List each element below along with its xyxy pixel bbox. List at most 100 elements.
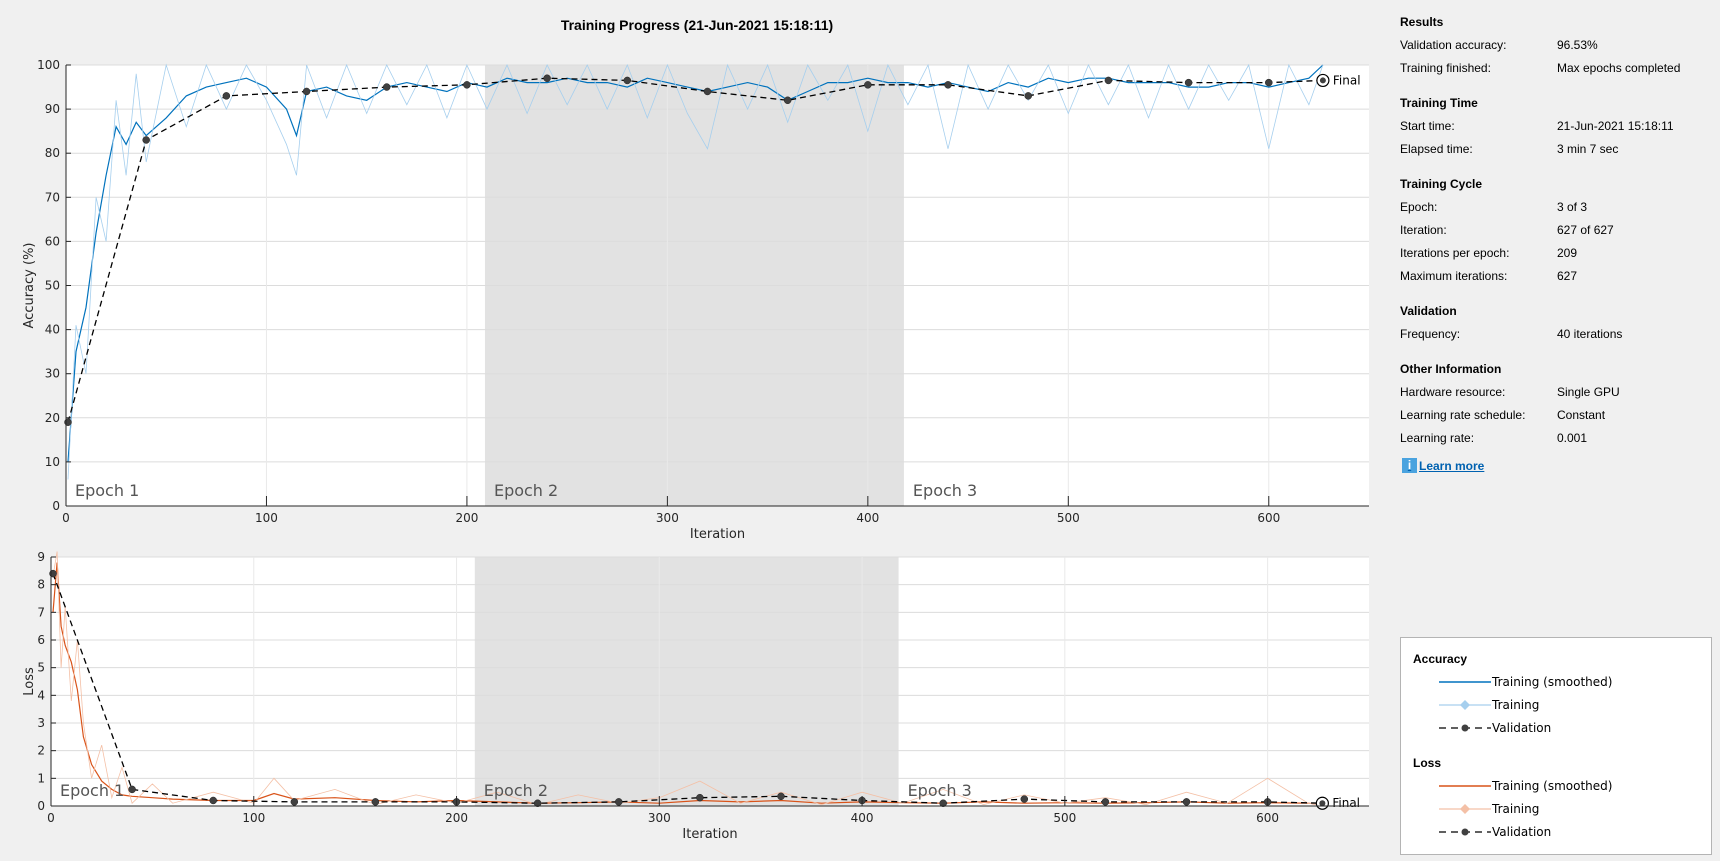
x-axis-label: Iteration (690, 527, 745, 542)
chart-title: Training Progress (21-Jun-2021 15:18:11) (561, 17, 833, 33)
info-row-value: 96.53% (1557, 38, 1598, 52)
y-tick-label: 60 (45, 234, 60, 248)
validation-point (222, 92, 231, 100)
validation-point (371, 798, 380, 806)
legend-swatch (1439, 700, 1491, 710)
x-tick-label: 600 (1256, 811, 1279, 825)
epoch-band (474, 557, 899, 806)
validation-point (696, 793, 704, 802)
x-tick-label: 100 (242, 811, 265, 825)
final-label: Final (1332, 796, 1360, 810)
info-row-value: 40 iterations (1557, 327, 1623, 341)
info-panel: Results Validation accuracy: 96.53% Trainin… (1400, 0, 1720, 861)
y-tick-label: 5 (37, 661, 45, 675)
info-row-label: Iteration: (1400, 223, 1447, 237)
y-tick-label: 100 (37, 58, 60, 72)
validation-point (302, 87, 311, 96)
info-row-value: Single GPU (1557, 385, 1620, 399)
info-row-value: 627 (1557, 269, 1578, 283)
legend-item-label: Training (smoothed) (1492, 675, 1613, 689)
x-tick-label: 0 (47, 811, 55, 825)
info-row-value: 3 min 7 sec (1557, 142, 1619, 156)
x-tick-label: 300 (656, 511, 679, 525)
info-icon: i (1402, 458, 1417, 473)
legend-swatch (1439, 681, 1491, 683)
legend-item-label: Training (1492, 698, 1540, 712)
validation-point (1101, 798, 1110, 806)
validation-point (533, 799, 542, 807)
legend-group-title: Accuracy (1413, 652, 1468, 666)
training-plots: Training Progress (21-Jun-2021 15:18:11)… (22, 17, 1369, 842)
validation-point (142, 136, 150, 144)
y-tick-label: 40 (45, 323, 60, 337)
legend-item-label: Validation (1492, 721, 1552, 735)
final-marker-dot (1319, 77, 1326, 84)
epoch-label: Epoch 2 (494, 481, 558, 500)
legend-swatch (1439, 724, 1491, 732)
info-row-value: Max epochs completed (1557, 61, 1681, 75)
validation-point (1182, 798, 1191, 806)
learn-more-label: Learn more (1419, 458, 1485, 473)
x-tick-label: 100 (255, 511, 278, 525)
final-label: Final (1333, 73, 1361, 87)
y-tick-label: 3 (37, 716, 45, 730)
series-line-training (67, 63, 1324, 480)
validation-point (128, 785, 136, 794)
loss-plot[interactable]: Final Epoch 1 Epoch 2 Epoch 3 0 100 200 300 400 5… (22, 550, 1369, 842)
y-tick-label: 2 (37, 744, 45, 758)
validation-point (615, 798, 623, 806)
validation-point (209, 796, 217, 805)
info-section-title: Results (1400, 15, 1444, 29)
legend-group-title: Loss (1413, 756, 1442, 770)
info-row-label: Maximum iterations: (1400, 269, 1508, 283)
y-tick-label: 8 (37, 578, 45, 592)
epoch-label: Epoch 1 (60, 781, 124, 800)
validation-point (382, 83, 391, 91)
info-row-value: Constant (1557, 408, 1606, 422)
y-tick-label: 10 (45, 455, 60, 469)
series-line-validation (52, 573, 1323, 804)
validation-point (1104, 76, 1113, 85)
x-tick-label: 600 (1257, 511, 1280, 525)
validation-point (1020, 795, 1029, 803)
legend-item-label: Training (1492, 802, 1540, 816)
validation-point (623, 76, 632, 85)
epoch-label: Epoch 3 (913, 481, 977, 500)
y-axis-label: Accuracy (%) (22, 243, 37, 329)
x-tick-label: 200 (455, 511, 478, 525)
info-row-label: Validation accuracy: (1400, 38, 1507, 52)
legend-item-label: Training (smoothed) (1492, 779, 1613, 793)
x-tick-label: 300 (648, 811, 671, 825)
info-row-value: 3 of 3 (1557, 200, 1588, 214)
info-section-title: Training Time (1400, 96, 1478, 110)
validation-point (939, 799, 947, 807)
learn-more-link[interactable]: i Learn more (1402, 458, 1484, 473)
info-row-label: Start time: (1400, 119, 1455, 133)
y-tick-label: 0 (37, 799, 45, 813)
info-section-title: Training Cycle (1400, 177, 1483, 191)
legend-item-label: Validation (1492, 825, 1552, 839)
validation-point (1024, 92, 1032, 100)
validation-point (463, 81, 471, 89)
legend-swatch (1439, 785, 1491, 787)
validation-point (1184, 78, 1193, 87)
x-axis-label: Iteration (682, 827, 737, 842)
y-tick-label: 4 (37, 688, 45, 702)
info-section-title: Other Information (1400, 362, 1502, 376)
info-row-label: Training finished: (1400, 61, 1491, 75)
legend-swatch (1439, 804, 1491, 814)
info-row-value: 209 (1557, 246, 1578, 260)
info-row-label: Frequency: (1400, 327, 1461, 341)
x-tick-label: 500 (1057, 511, 1080, 525)
info-section-title: Validation (1400, 304, 1457, 318)
validation-point (783, 96, 792, 105)
y-tick-label: 1 (37, 771, 45, 785)
y-tick-label: 6 (37, 633, 45, 647)
x-tick-label: 500 (1053, 811, 1076, 825)
y-tick-label: 9 (37, 550, 45, 564)
validation-point (777, 792, 785, 801)
epoch-label: Epoch 1 (75, 481, 139, 500)
legend-swatch (1439, 828, 1491, 836)
info-row-label: Iterations per epoch: (1400, 246, 1510, 260)
